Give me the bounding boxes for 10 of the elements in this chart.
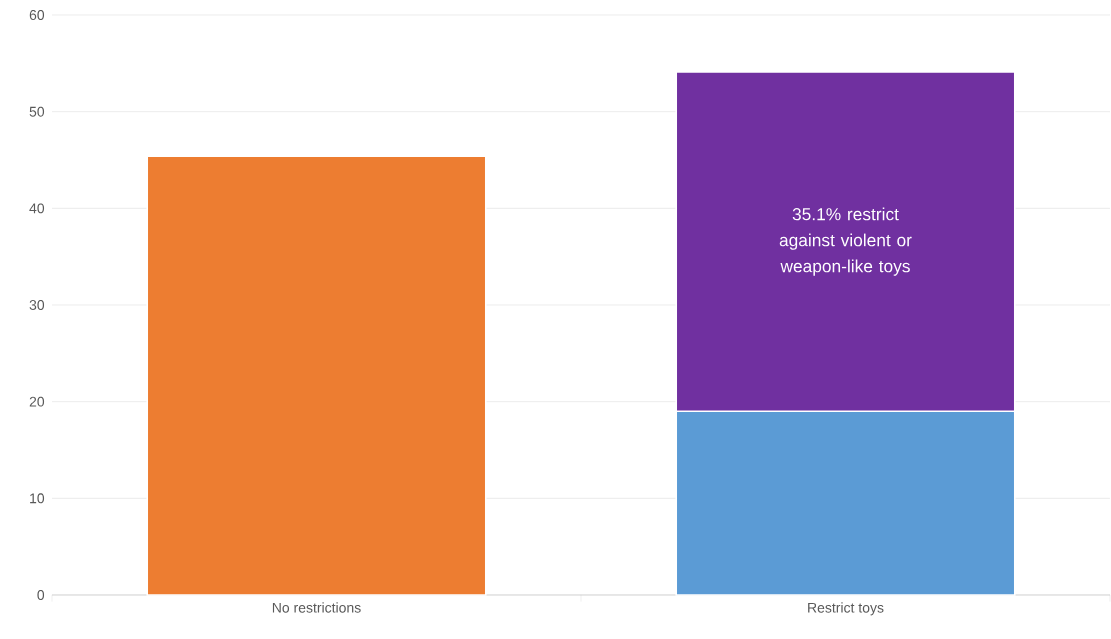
y-tick-label: 30 <box>29 300 45 310</box>
y-tick-label: 10 <box>30 493 45 504</box>
y-tick-label: 40 <box>29 203 45 214</box>
y-tick-label: 20 <box>29 396 45 407</box>
annotation: 35.1% restrict against violent or weapon-like toys <box>779 207 912 276</box>
y-tick-label: 0 <box>37 590 45 600</box>
x-tick-label: Restrict toys <box>808 602 884 616</box>
x-tick-label: No restrictions <box>272 602 361 613</box>
y-tick-label: 60 <box>29 10 45 20</box>
y-tick-label: 50 <box>29 106 45 117</box>
